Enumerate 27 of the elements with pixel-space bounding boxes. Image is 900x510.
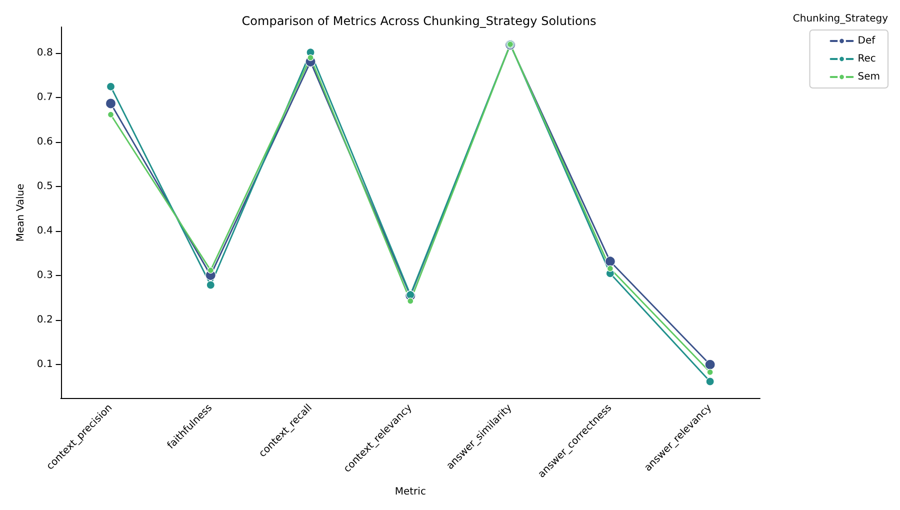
y-tick-label: 0.5 bbox=[36, 181, 53, 192]
point bbox=[206, 280, 215, 290]
point bbox=[704, 359, 716, 370]
y-tick-label: 0.8 bbox=[36, 48, 53, 59]
legend-label: Rec bbox=[858, 54, 876, 64]
y-tick-label: 0.7 bbox=[36, 92, 53, 104]
point bbox=[105, 98, 116, 109]
y-tick-label: 0.2 bbox=[36, 314, 53, 326]
point bbox=[706, 368, 714, 376]
chart-title: Comparison of Metrics Across Chunking_Strategy Solutions bbox=[242, 14, 596, 28]
legend-title: Chunking_Strategy bbox=[792, 14, 888, 24]
y-tick-label: 0.1 bbox=[36, 359, 53, 370]
point bbox=[606, 265, 614, 272]
point bbox=[107, 111, 114, 118]
x-axis-title: Metric bbox=[394, 486, 426, 498]
y-tick-label: 0.4 bbox=[36, 226, 53, 237]
y-axis-title: Mean Value bbox=[16, 184, 26, 242]
point bbox=[106, 82, 116, 91]
point bbox=[706, 377, 714, 386]
point bbox=[307, 54, 314, 61]
legend-label: Def bbox=[858, 36, 876, 46]
point bbox=[207, 267, 214, 274]
legend-label: Sem bbox=[858, 72, 880, 82]
y-tick-label: 0.3 bbox=[36, 270, 53, 282]
y-tick-label: 0.6 bbox=[36, 136, 53, 148]
point bbox=[407, 298, 414, 304]
point bbox=[604, 256, 616, 267]
